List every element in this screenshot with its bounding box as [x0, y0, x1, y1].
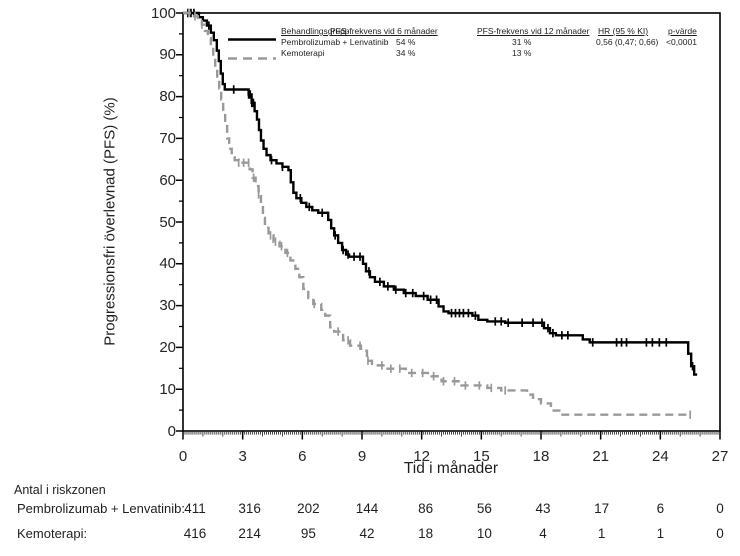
legend-row2-pfs6: 34 % — [396, 48, 416, 58]
risk-table-title: Antal i riskzonen — [14, 483, 106, 497]
x-tick-label: 27 — [711, 448, 729, 465]
censor-marks-2 — [188, 8, 692, 419]
y-tick-label: 70 — [159, 129, 176, 147]
legend-row1-group: Pembrolizumab + Lenvatinib — [281, 37, 389, 47]
risk-count: 214 — [238, 526, 261, 541]
x-tick-label: 3 — [238, 448, 247, 465]
risk-count: 56 — [476, 501, 492, 516]
y-axis-major-ticks — [176, 12, 183, 432]
y-tick-label: 20 — [159, 338, 176, 356]
y-tick-label: 50 — [159, 213, 176, 231]
y-tick-label: 30 — [159, 297, 176, 315]
x-tick-label: 24 — [651, 448, 669, 465]
y-axis-minor-ticks — [179, 33, 183, 411]
risk-count: 6 — [656, 501, 665, 516]
y-axis-title: Progressionsfri överlevnad (PFS) (%) — [101, 97, 119, 346]
legend-header-pfs12: PFS-frekvens vid 12 månader — [477, 26, 590, 36]
legend-header-hr: HR (95 % KI) — [598, 26, 649, 36]
legend-header-group: Behandlingsgrupp — [281, 26, 350, 36]
risk-count: 86 — [418, 501, 434, 516]
survival-curve-1 — [183, 11, 698, 376]
censor-marks-1 — [187, 8, 694, 371]
risk-count: 202 — [297, 501, 320, 516]
risk-count: 1 — [656, 526, 665, 541]
legend-row1-p: <0,0001 — [666, 37, 697, 47]
risk-count: 0 — [716, 501, 724, 516]
x-axis-title: Tid i månader — [403, 460, 499, 477]
x-axis-major-ticks — [182, 431, 721, 440]
risk-count: 43 — [535, 501, 551, 516]
legend-row2-pfs12: 13 % — [512, 48, 532, 58]
y-tick-label: 90 — [159, 46, 176, 64]
x-axis-minor-ticks — [184, 431, 719, 437]
risk-count: 1 — [597, 526, 606, 541]
x-tick-label: 12 — [413, 448, 430, 465]
y-tick-label: 0 — [167, 422, 176, 440]
legend-row1-hr: 0,56 (0,47; 0,66) — [596, 37, 659, 47]
y-tick-label: 10 — [159, 380, 176, 398]
legend-row1-pfs6: 54 % — [396, 37, 416, 47]
risk-count: 10 — [476, 526, 492, 541]
y-tick-label: 100 — [150, 4, 176, 22]
risk-count: 416 — [183, 526, 207, 541]
y-tick-label: 60 — [159, 171, 176, 189]
x-tick-label: 15 — [472, 448, 490, 465]
plot-frame — [182, 12, 721, 432]
risk-count: 18 — [418, 526, 434, 541]
risk-count: 144 — [355, 501, 379, 516]
x-tick-label: 21 — [592, 448, 609, 465]
risk-count: 316 — [238, 501, 261, 516]
legend-header-pfs6: PFS-frekvens vid 6 månader — [330, 26, 438, 36]
risk-count: 95 — [300, 526, 316, 541]
risk-row1-label: Pembrolizumab + Lenvatinib: — [17, 501, 186, 516]
risk-count: 17 — [594, 501, 610, 516]
x-tick-label: 0 — [178, 448, 188, 465]
legend-table: Behandlingsgrupp PFS-frekvens vid 6 måna… — [281, 26, 721, 62]
survival-curve-2 — [183, 11, 691, 416]
x-tick-label: 18 — [532, 448, 550, 465]
risk-count: 4 — [539, 526, 547, 541]
y-tick-label: 80 — [159, 88, 176, 106]
legend-row1-pfs12: 31 % — [512, 37, 532, 47]
x-tick-label: 6 — [298, 448, 307, 465]
risk-row2-label: Kemoterapi: — [17, 526, 88, 541]
legend-row2-group: Kemoterapi — [281, 48, 325, 58]
risk-count: 411 — [184, 501, 206, 516]
y-tick-label: 40 — [159, 255, 176, 273]
x-tick-label: 9 — [357, 448, 367, 465]
legend-header-p: p-värde — [668, 26, 697, 36]
risk-count: 42 — [359, 526, 375, 541]
risk-count: 0 — [716, 526, 724, 541]
